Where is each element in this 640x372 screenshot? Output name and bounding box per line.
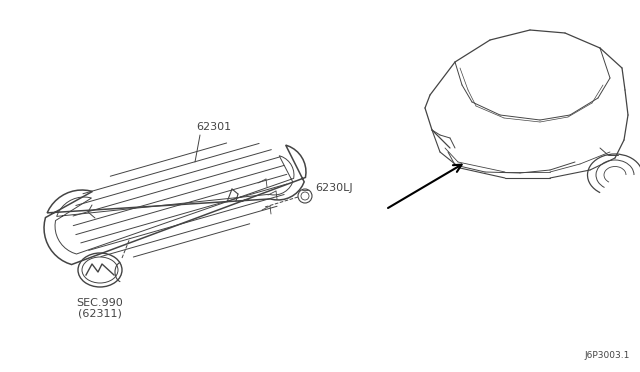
Text: J6P3003.1: J6P3003.1	[584, 351, 630, 360]
Polygon shape	[44, 145, 306, 264]
Text: 6230LJ: 6230LJ	[315, 183, 353, 193]
Text: (62311): (62311)	[78, 308, 122, 318]
Text: 62301: 62301	[196, 122, 231, 132]
Text: SEC.990: SEC.990	[77, 298, 124, 308]
